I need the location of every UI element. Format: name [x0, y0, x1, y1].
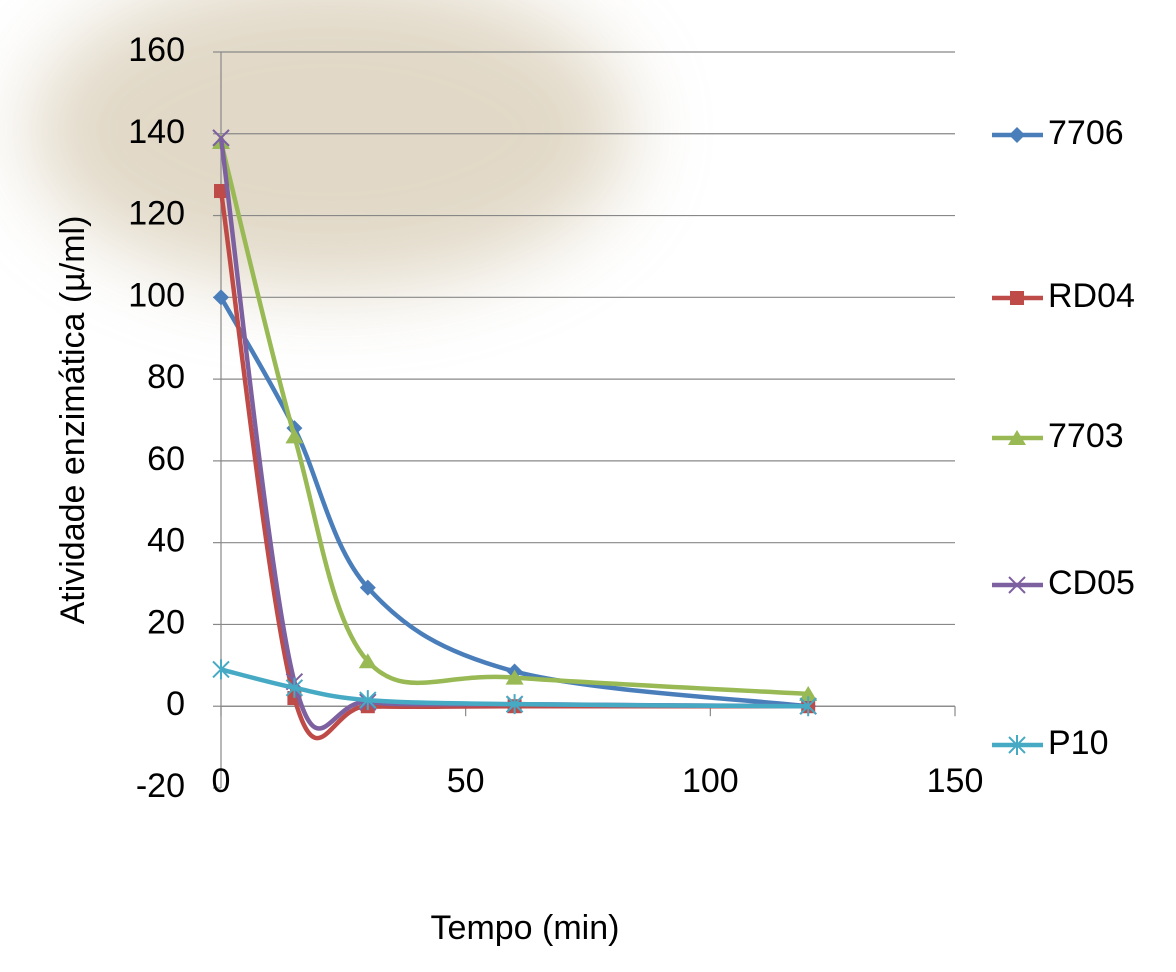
data-point [359, 690, 377, 711]
y-tick-label: 100 [128, 276, 185, 314]
x-axis-title: Tempo (min) [431, 909, 620, 947]
x-tick-label: 100 [682, 762, 739, 800]
data-point [214, 184, 228, 199]
y-tick-label: 40 [147, 522, 185, 560]
series-line [220, 667, 809, 709]
x-tick-label: 50 [447, 762, 485, 800]
legend-marker [1009, 127, 1025, 143]
legend-marker [1008, 576, 1026, 594]
data-point [212, 129, 230, 147]
legend-label: RD04 [1048, 277, 1135, 315]
y-tick-label: 60 [147, 440, 185, 478]
legend-label: P10 [1048, 724, 1109, 762]
y-tick-label: 80 [147, 358, 185, 396]
y-tick-label: 120 [128, 195, 185, 233]
data-point [799, 696, 817, 717]
data-point [505, 669, 524, 685]
legend-label: CD05 [1048, 564, 1135, 602]
data-point [358, 653, 377, 669]
y-tick-label: -20 [136, 767, 185, 805]
data-point [212, 659, 230, 680]
background-blur [30, 0, 630, 290]
data-point [505, 694, 524, 715]
data-point [799, 685, 818, 701]
legend-label: 7706 [1048, 114, 1124, 152]
y-tick-label: 0 [166, 685, 185, 723]
series-line [219, 296, 809, 709]
data-point [359, 579, 376, 596]
y-axis-title: Atividade enzimática (µ/ml) [54, 216, 92, 625]
legend-marker [1008, 735, 1026, 755]
y-tick-label: 160 [128, 31, 185, 69]
legend-marker [1008, 430, 1026, 445]
data-point [285, 677, 304, 698]
y-tick-label: 20 [147, 603, 185, 641]
x-tick-label: 150 [927, 762, 984, 800]
legend-marker [1010, 291, 1024, 305]
x-tick-label: 0 [212, 762, 231, 800]
legend-label: 7703 [1048, 417, 1124, 455]
data-point [213, 289, 229, 306]
y-tick-label: 140 [128, 113, 185, 151]
data-point [285, 428, 304, 444]
